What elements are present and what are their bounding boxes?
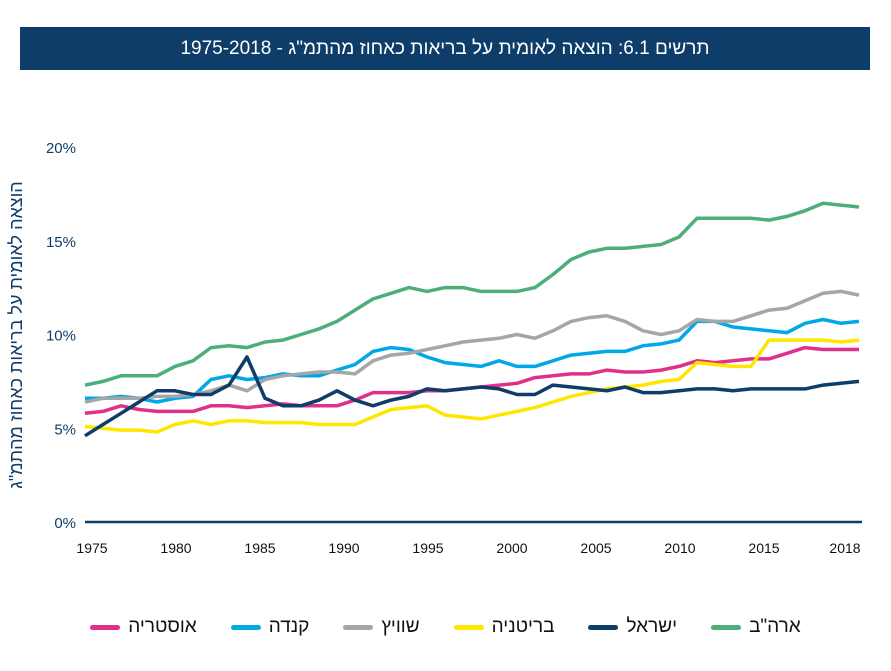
x-tick-labels: 1975 1980 1985 1990 1995 2000 2005 2010 2015 2018	[76, 540, 860, 556]
series-line	[85, 317, 860, 404]
legend: ארה"ב ישראל בריטניה שוויץ קנדה אוסטריה	[0, 612, 891, 642]
legend-item: ארה"ב	[711, 616, 801, 638]
y-tick-label: 5%	[54, 421, 76, 438]
y-tick-labels: 0% 5% 10% 15% 20%	[46, 140, 76, 532]
legend-swatch	[588, 624, 619, 630]
series-lines	[84, 201, 860, 438]
x-tick-label: 1980	[160, 540, 191, 556]
legend-swatch	[230, 624, 261, 630]
legend-swatch	[711, 624, 742, 630]
series-line	[84, 355, 860, 438]
legend-label: ארה"ב	[749, 616, 801, 637]
legend-swatch	[343, 624, 374, 630]
line-chart: הוצאה לאומית על בריאות כאחוז מהתמ"ג 0% 5%…	[6, 140, 862, 556]
x-tick-label: 1975	[76, 540, 107, 556]
x-tick-label: 2005	[580, 540, 611, 556]
x-tick-label: 2000	[496, 540, 527, 556]
series-line	[84, 345, 859, 416]
x-tick-label: 2010	[664, 540, 695, 556]
series-line	[84, 289, 860, 404]
legend-label: בריטניה	[491, 616, 555, 637]
legend-item: ישראל	[588, 616, 677, 638]
series-line	[84, 338, 860, 434]
x-tick-label: 1995	[412, 540, 443, 556]
x-tick-label: 2018	[829, 540, 860, 556]
legend-item: קנדה	[230, 616, 310, 638]
legend-swatch	[453, 624, 484, 630]
legend-label: ישראל	[626, 616, 678, 637]
legend-swatch	[90, 624, 121, 630]
chart-title-bar: תרשים 6.1: הוצאה לאומית על בריאות כאחוז …	[20, 27, 870, 70]
legend-label: אוסטריה	[128, 616, 197, 637]
x-tick-label: 1990	[328, 540, 359, 556]
legend-item: אוסטריה	[90, 616, 197, 638]
legend-item: בריטניה	[453, 616, 555, 638]
legend-label: שוויץ	[381, 616, 420, 637]
series-line	[84, 201, 860, 387]
y-tick-label: 20%	[46, 140, 76, 157]
x-tick-label: 2015	[748, 540, 779, 556]
y-tick-label: 0%	[54, 515, 76, 532]
y-tick-label: 10%	[46, 328, 76, 345]
legend-item: שוויץ	[343, 616, 420, 638]
y-tick-label: 15%	[46, 234, 76, 251]
y-axis-title: הוצאה לאומית על בריאות כאחוז מהתמ"ג	[6, 181, 26, 488]
legend-label: קנדה	[268, 616, 310, 637]
chart-title: תרשים 6.1: הוצאה לאומית על בריאות כאחוז …	[180, 37, 710, 59]
x-tick-label: 1985	[244, 540, 275, 556]
y-axis-title-group: הוצאה לאומית על בריאות כאחוז מהתמ"ג	[6, 181, 26, 488]
